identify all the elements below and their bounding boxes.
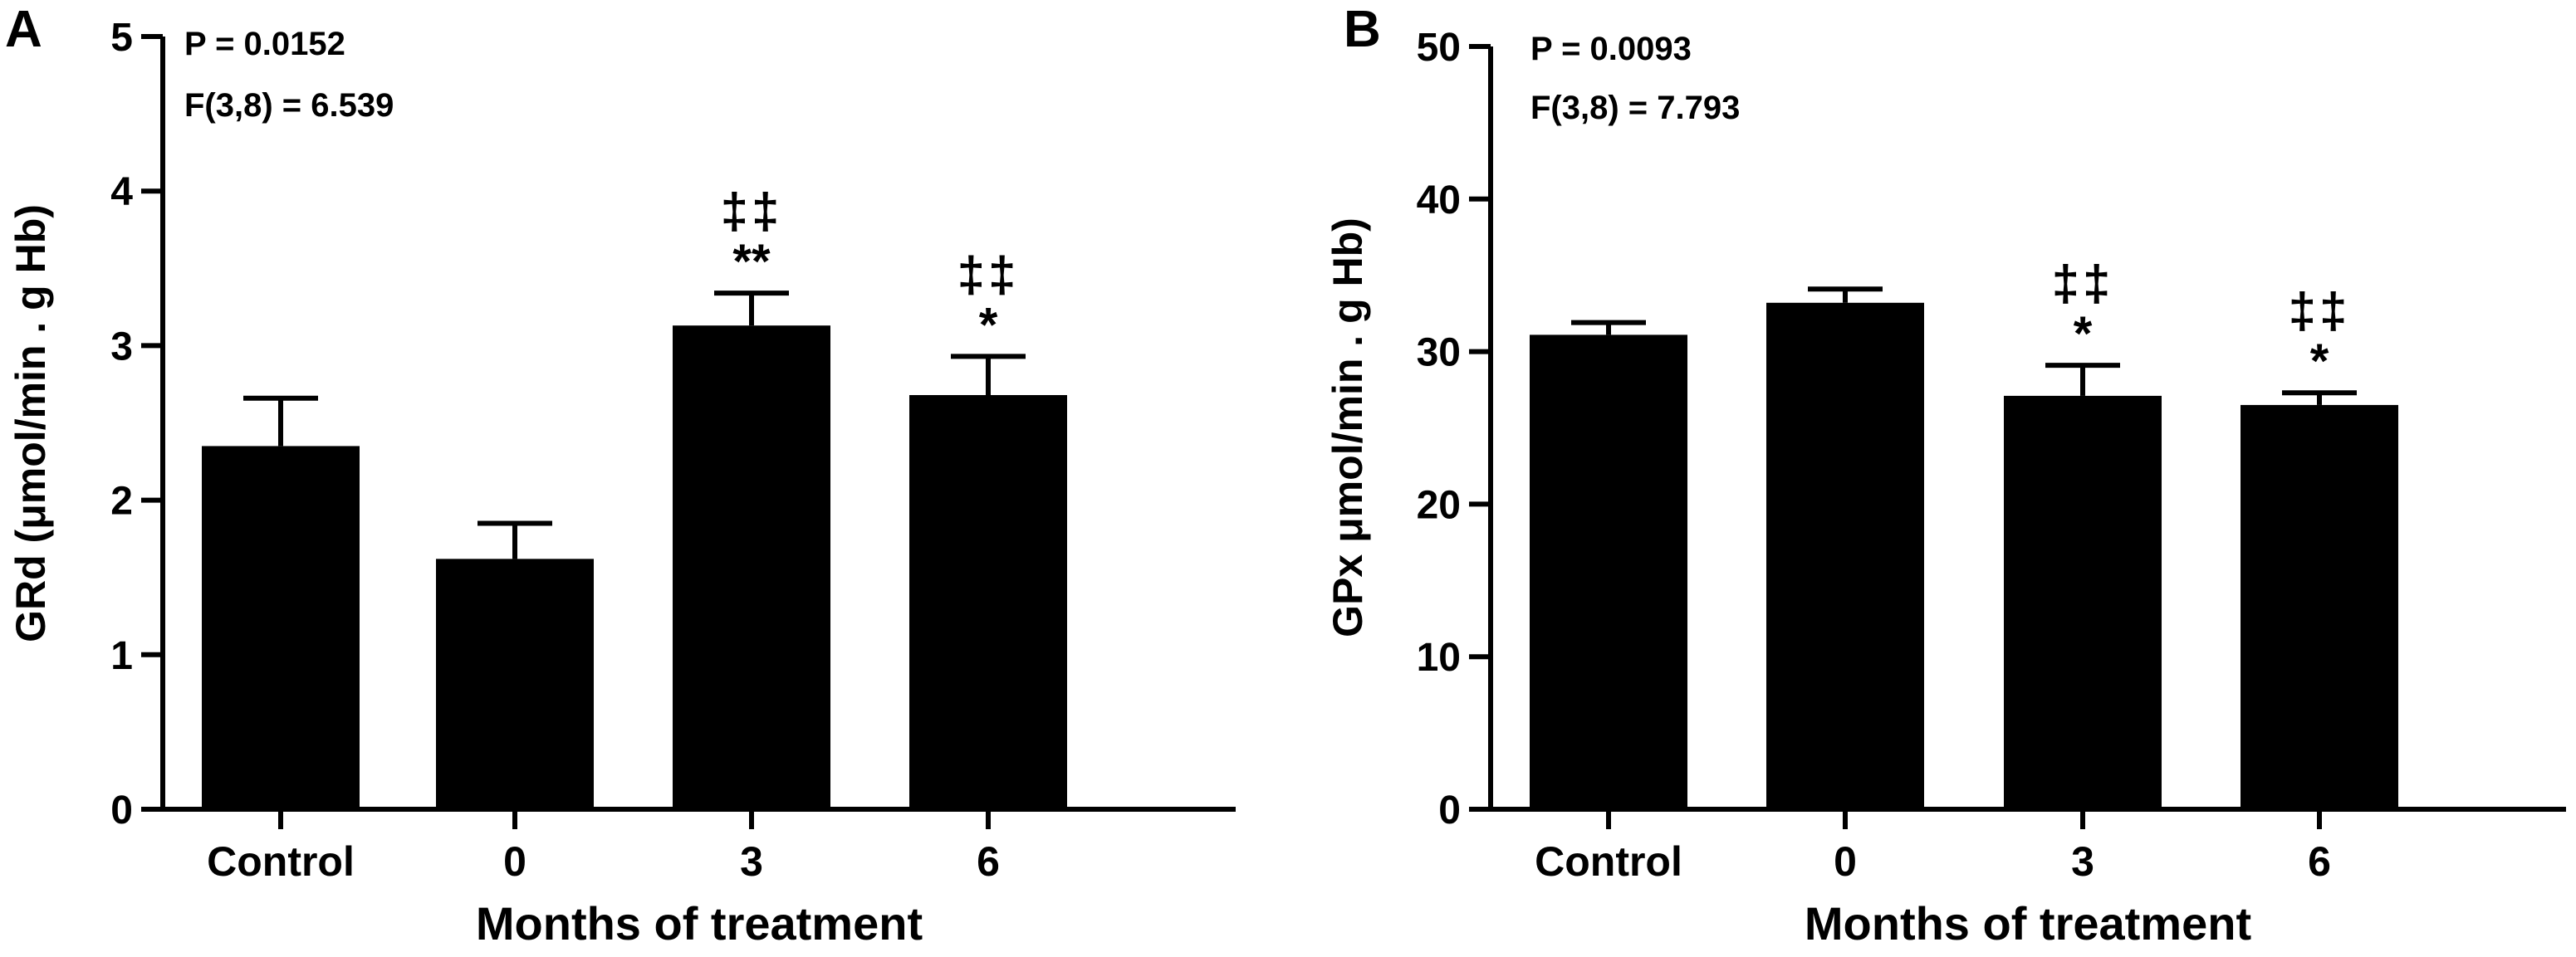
bar	[673, 325, 830, 810]
x-axis-title: Months of treatment	[1805, 897, 2251, 950]
x-tick-label: 3	[740, 838, 763, 885]
significance-star: *	[2310, 334, 2329, 388]
x-tick-label: 3	[2071, 838, 2094, 885]
panel-label: B	[1344, 1, 1381, 58]
y-tick-label: 3	[110, 325, 133, 369]
y-tick-label: 5	[110, 16, 133, 60]
bar	[202, 446, 360, 809]
y-tick-label: 40	[1417, 178, 1461, 222]
x-axis-title: Months of treatment	[476, 897, 923, 950]
y-tick-label: 0	[110, 789, 133, 832]
significance-dagger: ‡‡	[2289, 283, 2351, 339]
significance-dagger: ‡‡	[2052, 256, 2114, 311]
bar	[2241, 404, 2398, 809]
x-tick-label: 0	[503, 838, 526, 885]
y-tick-label: 20	[1417, 483, 1461, 527]
x-tick-label: Control	[1535, 838, 1682, 885]
significance-dagger: ‡‡	[957, 247, 1020, 302]
y-tick-label: 1	[110, 634, 133, 678]
bar	[1766, 302, 1924, 809]
significance-dagger: ‡‡	[721, 183, 783, 239]
y-tick-label: 0	[1438, 789, 1461, 832]
x-tick-label: Control	[207, 838, 355, 885]
x-tick-label: 6	[977, 838, 1000, 885]
y-axis-title: GRd (μmol/min . g Hb)	[7, 204, 54, 642]
y-tick-label: 2	[110, 480, 133, 524]
bar	[2004, 395, 2162, 809]
y-tick-label: 4	[110, 170, 133, 214]
y-tick-label: 10	[1417, 636, 1461, 680]
significance-star: *	[979, 298, 998, 352]
stats-text: P = 0.0152	[184, 26, 345, 62]
panel-label: A	[5, 1, 42, 58]
significance-star: **	[732, 235, 771, 289]
bar	[436, 559, 594, 809]
x-tick-label: 6	[2308, 838, 2331, 885]
stats-text: F(3,8) = 7.793	[1530, 90, 1740, 126]
bar	[1530, 334, 1687, 810]
bar	[909, 394, 1067, 809]
y-tick-label: 50	[1417, 26, 1461, 70]
y-axis-title: GPx μmol/min . g Hb)	[1325, 217, 1371, 637]
x-tick-label: 0	[1834, 838, 1857, 885]
y-tick-label: 30	[1417, 331, 1461, 375]
significance-star: *	[2074, 307, 2093, 361]
stats-text: P = 0.0093	[1530, 31, 1692, 67]
stats-text: F(3,8) = 6.539	[184, 87, 394, 124]
